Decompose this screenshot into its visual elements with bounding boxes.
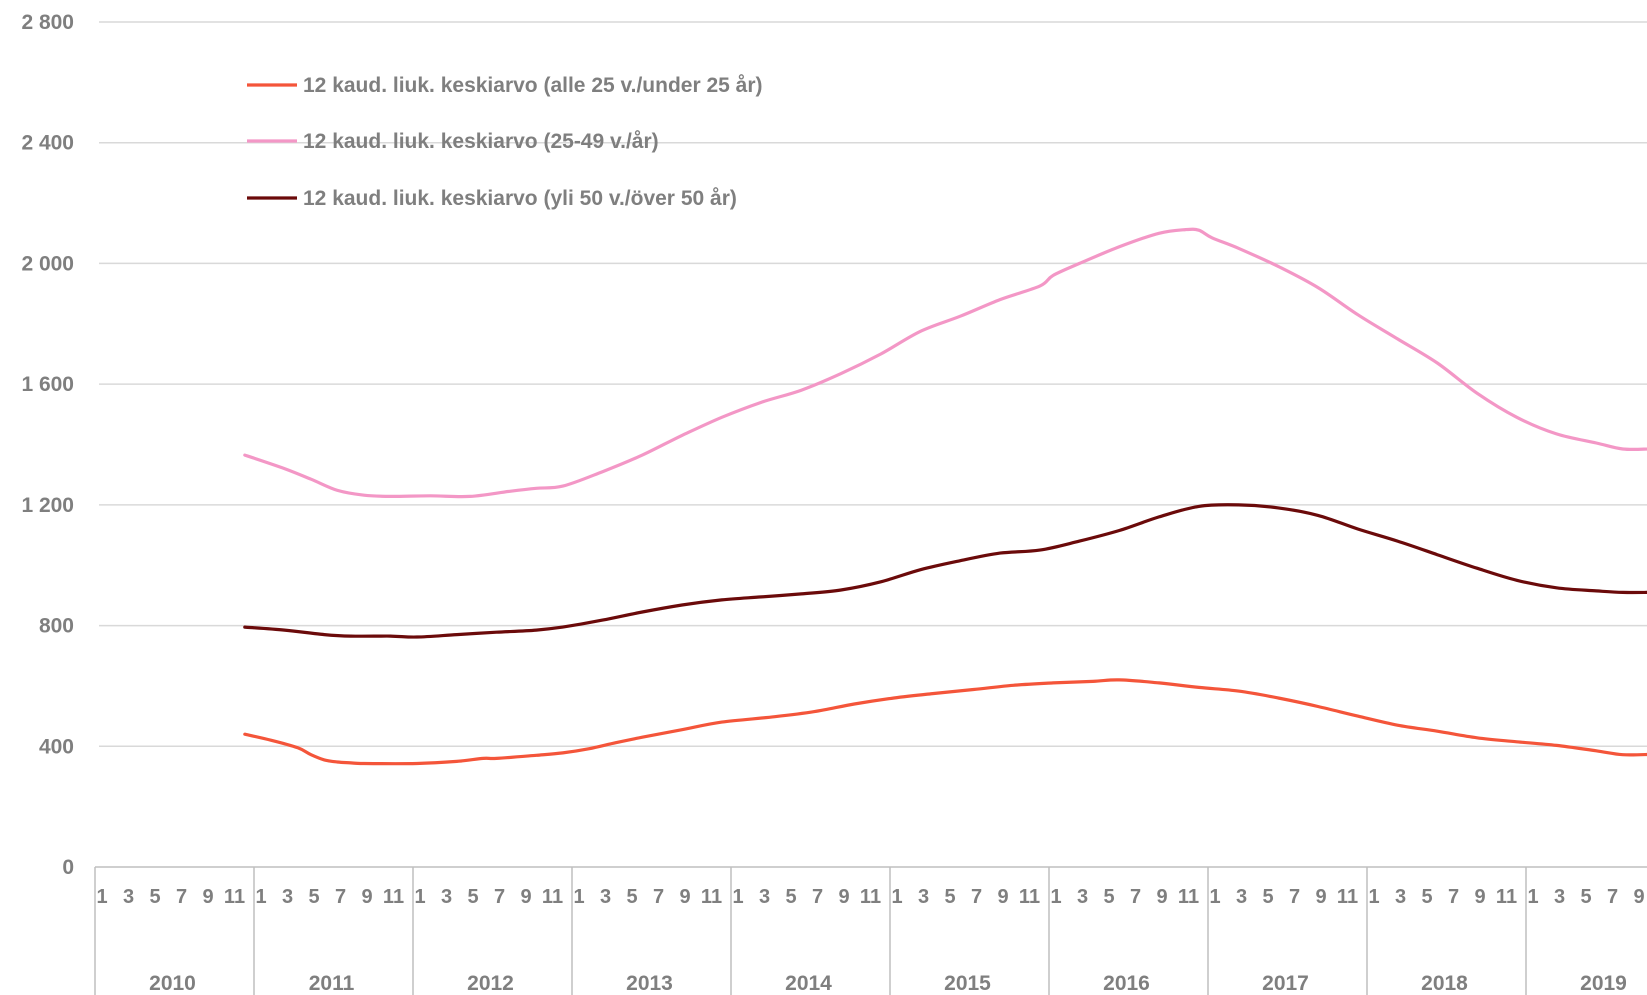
month-tick-label: 5 [308, 886, 319, 908]
y-tick-label: 2 400 [21, 132, 74, 155]
month-tick-label: 3 [123, 886, 134, 908]
month-tick-label: 1 [414, 886, 425, 908]
month-tick-label: 11 [1019, 886, 1040, 908]
series-lines [243, 227, 1647, 766]
month-tick-label: 7 [494, 886, 505, 908]
month-tick-label: 3 [1554, 886, 1565, 908]
month-tick-label: 5 [785, 886, 796, 908]
legend-label: 12 kaud. liuk. keskiarvo (25-49 v./år) [303, 130, 659, 153]
month-tick-label: 5 [944, 886, 955, 908]
month-tick-label: 1 [1209, 886, 1220, 908]
series-line-1 [243, 227, 1647, 499]
month-tick-label: 5 [1421, 886, 1432, 908]
month-tick-label: 3 [441, 886, 452, 908]
month-tick-label: 11 [860, 886, 881, 908]
month-tick-label: 1 [573, 886, 584, 908]
month-tick-label: 1 [891, 886, 902, 908]
month-tick-label: 3 [759, 886, 770, 908]
year-tick-label: 2019 [1580, 972, 1627, 995]
year-tick-label: 2013 [626, 972, 673, 995]
month-tick-label: 1 [1368, 886, 1379, 908]
month-tick-label: 7 [1130, 886, 1141, 908]
year-tick-label: 2016 [1103, 972, 1150, 995]
legend-label: 12 kaud. liuk. keskiarvo (alle 25 v./und… [303, 74, 763, 97]
month-tick-label: 7 [1289, 886, 1300, 908]
y-tick-label: 2 800 [21, 11, 74, 34]
year-tick-label: 2011 [309, 972, 355, 995]
month-tick-label: 5 [1103, 886, 1114, 908]
month-tick-label: 9 [1315, 886, 1326, 908]
month-tick-label: 11 [542, 886, 563, 908]
y-tick-label: 1 200 [21, 494, 74, 517]
month-tick-label: 3 [1395, 886, 1406, 908]
month-tick-label: 7 [176, 886, 187, 908]
y-tick-label: 2 000 [21, 252, 74, 275]
y-tick-label: 0 [62, 856, 74, 879]
month-tick-label: 3 [918, 886, 929, 908]
year-tick-label: 2015 [944, 972, 991, 995]
year-tick-label: 2018 [1421, 972, 1468, 995]
month-tick-label: 1 [1050, 886, 1061, 908]
month-tick-label: 11 [224, 886, 245, 908]
month-tick-label: 5 [1262, 886, 1273, 908]
month-tick-label: 7 [812, 886, 823, 908]
month-tick-label: 5 [626, 886, 637, 908]
month-tick-label: 9 [679, 886, 690, 908]
month-tick-label: 7 [1607, 886, 1618, 908]
month-tick-label: 3 [1077, 886, 1088, 908]
year-tick-label: 2014 [785, 972, 832, 995]
month-tick-label: 9 [520, 886, 531, 908]
y-tick-label: 1 600 [21, 373, 74, 396]
month-tick-label: 5 [149, 886, 160, 908]
month-tick-label: 11 [383, 886, 404, 908]
month-tick-label: 11 [1337, 886, 1358, 908]
month-tick-label: 9 [997, 886, 1008, 908]
legend-label: 12 kaud. liuk. keskiarvo (yli 50 v./över… [303, 187, 737, 210]
month-tick-label: 9 [838, 886, 849, 908]
month-tick-label: 5 [467, 886, 478, 908]
month-tick-label: 11 [701, 886, 722, 908]
month-tick-label: 9 [1156, 886, 1167, 908]
year-tick-label: 2010 [149, 972, 196, 995]
month-tick-label: 9 [361, 886, 372, 908]
month-tick-label: 7 [971, 886, 982, 908]
series-line-0 [243, 678, 1647, 766]
gridlines [99, 21, 1647, 748]
month-tick-label: 1 [732, 886, 743, 908]
month-tick-label: 1 [255, 886, 266, 908]
y-tick-label: 400 [39, 735, 74, 758]
year-tick-label: 2012 [467, 972, 514, 995]
year-tick-label: 2017 [1262, 972, 1309, 995]
legend: 12 kaud. liuk. keskiarvo (alle 25 v./und… [247, 74, 763, 210]
month-tick-label: 7 [1448, 886, 1459, 908]
month-tick-label: 9 [202, 886, 213, 908]
month-tick-label: 3 [282, 886, 293, 908]
month-tick-label: 7 [653, 886, 664, 908]
month-tick-label: 5 [1580, 886, 1591, 908]
month-tick-label: 7 [335, 886, 346, 908]
month-tick-label: 11 [1496, 886, 1517, 908]
series-line-2 [243, 503, 1647, 639]
month-tick-label: 3 [1236, 886, 1247, 908]
y-tick-label: 800 [39, 615, 74, 638]
month-tick-label: 1 [1527, 886, 1538, 908]
month-tick-label: 9 [1474, 886, 1485, 908]
month-tick-label: 11 [1178, 886, 1199, 908]
y-axis-tick-labels: 0 400 800 1 200 1 600 2 000 2 400 2 800 [21, 11, 74, 879]
month-tick-label: 9 [1633, 886, 1644, 908]
month-tick-label: 3 [600, 886, 611, 908]
month-tick-label: 1 [96, 886, 107, 908]
